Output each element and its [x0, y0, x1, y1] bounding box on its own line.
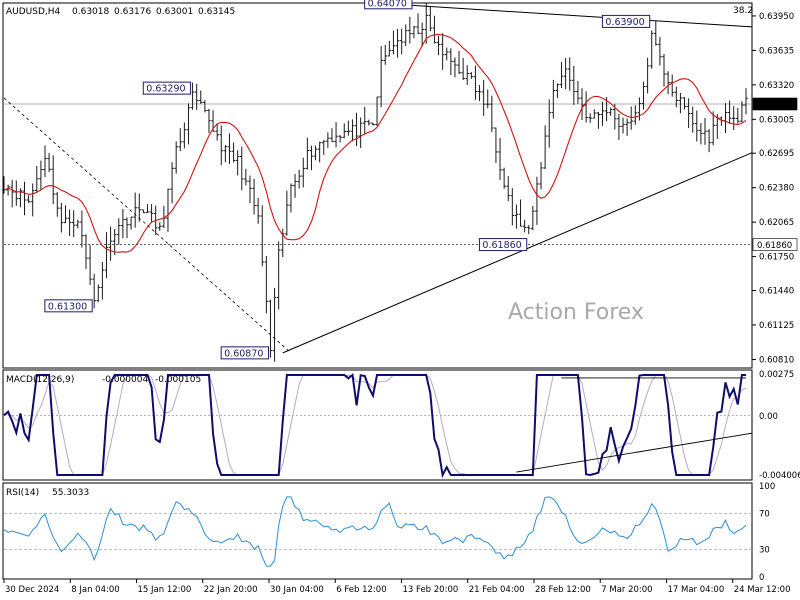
- price-annotation-label: 0.63290: [146, 84, 185, 95]
- x-axis-tick-label: 22 Jan 20:00: [204, 585, 258, 595]
- price-annotation-label: 0.60870: [224, 348, 263, 359]
- rsi-layer: [3, 496, 752, 567]
- price-annotation-box: [478, 238, 528, 252]
- rsi-y-tick-label: 100: [759, 482, 775, 492]
- macd-signal-value: -0.000105: [155, 375, 201, 385]
- ohlc-open: 0.63018: [72, 7, 109, 17]
- y-axis-tick-label: 0.61125: [759, 321, 794, 331]
- y-axis-tick-label: 0.63005: [759, 115, 794, 125]
- y-axis-tick-label: 0.61750: [759, 253, 794, 263]
- macd-main-line: [3, 373, 746, 479]
- price-annotation-box: [142, 81, 192, 95]
- y-axis-tick-label: 0.63635: [759, 46, 794, 56]
- y-axis-tick-label: 0.60810: [759, 355, 794, 365]
- macd-value: -0.000004: [102, 375, 148, 385]
- price-annotation-label: 0.61300: [48, 301, 87, 312]
- x-axis-tick-label: 28 Feb 12:00: [535, 585, 591, 595]
- y-axis-tick-label: 0.61440: [759, 287, 794, 297]
- x-axis-tick-label: 24 Mar 12:00: [734, 585, 791, 595]
- macd-label: MACD(12,26,9): [6, 375, 74, 385]
- symbol-label: AUDUSD,H4: [6, 7, 61, 17]
- axis-layer: 0.63950 0.63635 0.63320 0.63005 0.62695 0.623…: [3, 12, 800, 595]
- watermark: Action Forex: [508, 300, 644, 325]
- macd-y-tick-label: 0.00: [759, 412, 778, 422]
- macd-y-tick-label: 0.00275: [759, 370, 794, 380]
- y-axis-tick-label: 0.62380: [759, 184, 794, 194]
- falling-resistance-trendline: [372, 2, 753, 28]
- ohlc-low: 0.63001: [156, 7, 193, 17]
- x-axis-tick-label: 17 Mar 04:00: [668, 585, 725, 595]
- rsi-label: RSI(14): [6, 488, 39, 498]
- ohlc-high: 0.63176: [114, 7, 151, 17]
- rising-support-trendline: [282, 152, 753, 354]
- macd-rising-trendline: [516, 432, 753, 473]
- y-axis-tick-label: 0.63950: [759, 12, 794, 22]
- price-annotation-label: 0.64070: [368, 0, 407, 9]
- y-axis-tick-label: 0.63320: [759, 81, 794, 91]
- x-axis-tick-label: 8 Jan 04:00: [71, 585, 119, 595]
- moving-average-line: [3, 33, 747, 253]
- ohlc-close: 0.63145: [198, 7, 235, 17]
- corner-value: 38.2: [733, 6, 753, 16]
- price-annotation-box: [44, 299, 93, 313]
- price-annotation-label: 0.61860: [482, 240, 521, 251]
- y-axis-tick-label: 0.62695: [759, 149, 794, 159]
- macd-y-tick-label: -0.004006: [759, 471, 800, 481]
- rsi-y-tick-label: 70: [759, 509, 770, 519]
- support-level-tag-box: [752, 238, 798, 251]
- main-panel-frame: [2, 2, 753, 369]
- macd-value-tag-box: [753, 409, 793, 422]
- rsi-line: [3, 496, 747, 567]
- price-annotation-label: 0.63900: [605, 17, 644, 28]
- current-price-tag-text: 0.63145: [757, 101, 792, 111]
- y-axis-tick-label: 0.62065: [759, 218, 794, 228]
- current-price-tag-box: [752, 97, 798, 111]
- rsi-y-tick-label: 30: [759, 546, 770, 556]
- x-axis-tick-label: 30 Jan 04:00: [270, 585, 324, 595]
- x-axis-tick-label: 15 Jan 12:00: [138, 585, 192, 595]
- x-axis-tick-label: 6 Feb 12:00: [336, 585, 386, 595]
- macd-panel-frame: [2, 369, 753, 481]
- price-annotation-box: [364, 0, 413, 10]
- main-price-layer: 0.64070 0.63900 0.63290 0.61860 0.61300 0.608…: [2, 0, 753, 362]
- rsi-panel-frame: [2, 482, 753, 580]
- rsi-value: 55.3033: [52, 488, 89, 498]
- x-axis-tick-label: 13 Feb 20:00: [403, 585, 459, 595]
- support-level-tag-text: 0.61860: [757, 241, 792, 251]
- macd-layer: [3, 373, 753, 479]
- x-axis-tick-label: 21 Feb 04:00: [469, 585, 525, 595]
- descending-dashed-trendline: [3, 97, 292, 354]
- rsi-y-tick-label: 0: [759, 573, 764, 583]
- price-annotation-box: [220, 346, 269, 360]
- x-axis-tick-label: 30 Dec 2024: [5, 585, 59, 595]
- x-axis-tick-label: 7 Mar 20:00: [601, 585, 652, 595]
- price-annotation-box: [601, 14, 651, 28]
